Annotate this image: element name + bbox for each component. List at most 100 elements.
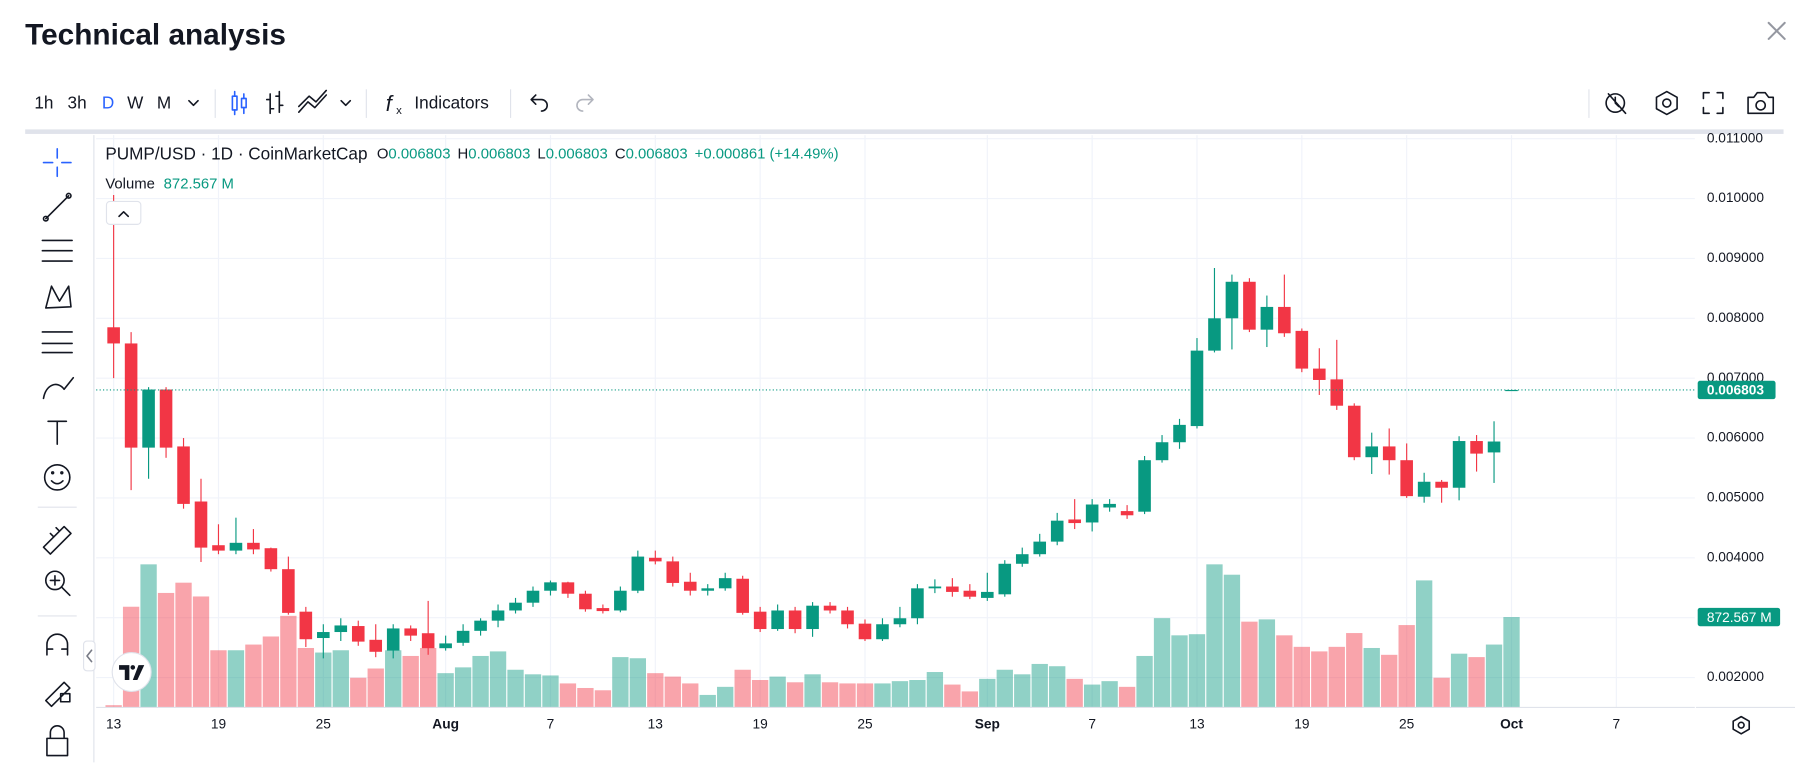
forecast-tool[interactable]: [41, 331, 73, 354]
candle-body: [299, 611, 313, 640]
x-tick-label: Oct: [1500, 716, 1523, 731]
pattern-tool[interactable]: [44, 285, 72, 309]
ohlc-value: 0.006803: [468, 146, 530, 162]
candle-body: [421, 633, 435, 649]
volume-legend: Volume 872.567 M: [105, 176, 234, 192]
toolbar-collapse[interactable]: [82, 640, 96, 672]
volume-badge: [1697, 607, 1781, 627]
alert-button[interactable]: [1605, 93, 1627, 115]
candle-body: [509, 602, 522, 611]
candle-body: [946, 586, 959, 592]
volume-bar: [944, 684, 961, 708]
volume-bar: [1066, 678, 1083, 708]
fullscreen-button[interactable]: [1702, 91, 1724, 115]
volume-bar: [839, 683, 856, 708]
volume-bar: [612, 657, 629, 708]
volume-bar: [1258, 619, 1276, 708]
tradingview-logo[interactable]: [111, 651, 152, 693]
zoom-tool[interactable]: [44, 570, 71, 597]
lock-drawing-tool[interactable]: [44, 681, 71, 708]
candle-body: [212, 545, 225, 551]
crosshair-tool[interactable]: [42, 148, 72, 178]
interval-button[interactable]: M: [157, 93, 171, 113]
candle-body: [1190, 350, 1204, 427]
screenshot-button[interactable]: [1747, 91, 1775, 115]
candle-body: [1225, 281, 1239, 319]
interval-button[interactable]: D: [102, 93, 114, 113]
candle-body: [893, 618, 907, 625]
volume-bar: [385, 650, 402, 708]
indicators-button[interactable]: f x Indicators: [386, 91, 489, 117]
area-type-button[interactable]: [297, 89, 328, 113]
interval-button[interactable]: W: [127, 93, 144, 113]
trend-line-tool[interactable]: [42, 192, 72, 222]
volume-bar: [996, 669, 1013, 708]
axis-settings[interactable]: [1732, 715, 1751, 735]
volume-bar: [157, 592, 175, 708]
close-button[interactable]: [1767, 21, 1786, 40]
x-tick-label: 25: [316, 716, 332, 731]
legend-collapse[interactable]: [105, 200, 142, 225]
candle-body: [718, 578, 732, 589]
interval-button[interactable]: 3h: [68, 93, 87, 113]
fib-tool[interactable]: [41, 239, 73, 262]
volume-bar: [961, 691, 978, 708]
text-tool[interactable]: [47, 420, 68, 445]
candle-body: [911, 588, 924, 619]
magnet-tool[interactable]: [46, 633, 69, 656]
volume-bar: [419, 647, 437, 708]
volume-bar: [472, 655, 489, 708]
candle-body: [998, 563, 1012, 595]
interval-button[interactable]: 1h: [34, 93, 53, 113]
volume-bar: [192, 596, 210, 708]
volume-bar: [1503, 617, 1520, 708]
candle-body: [1085, 504, 1099, 523]
volume-bar: [1485, 644, 1503, 708]
candle-body: [649, 557, 662, 562]
y-tick-label: 0.006000: [1707, 430, 1765, 445]
x-tick-label: 19: [753, 716, 768, 731]
x-tick-label: Sep: [975, 716, 1000, 731]
candle-body: [858, 623, 872, 640]
undo-button[interactable]: [530, 94, 548, 112]
candles: [107, 194, 1518, 659]
candle-body: [1313, 368, 1326, 380]
fx-icon: f: [386, 91, 394, 116]
volume-bar: [1031, 663, 1048, 708]
volume-bar: [821, 682, 839, 708]
legend: PUMP/USD · 1D · CoinMarketCap O0.006803 …: [105, 143, 838, 163]
settings-button[interactable]: [1655, 90, 1678, 116]
measure-tool[interactable]: [42, 525, 72, 555]
volume-bar: [1276, 635, 1293, 708]
x-tick-label: 25: [1399, 716, 1415, 731]
volume-bar: [786, 682, 804, 708]
x-tick-label: 13: [648, 716, 664, 731]
redo-button[interactable]: [576, 94, 594, 112]
candle-body: [107, 327, 120, 344]
volume-bar: [1398, 625, 1415, 708]
candle-body: [177, 446, 190, 504]
axes: 0.0110000.0100000.0090000.0080000.007000…: [96, 130, 1795, 763]
candle-body: [614, 590, 627, 611]
interval-menu[interactable]: [188, 99, 199, 107]
symbol: PUMP/USD · 1D · CoinMarketCap: [105, 143, 367, 163]
volume-bar: [280, 615, 297, 708]
chart-type-menu[interactable]: [340, 99, 352, 107]
x-tick-label: 13: [1189, 716, 1205, 731]
icon-tool[interactable]: [43, 463, 71, 491]
candles-type-button[interactable]: [231, 90, 247, 116]
bars-type-button[interactable]: [265, 90, 284, 115]
candle-body: [1470, 441, 1483, 454]
y-tick-label: 0.010000: [1707, 190, 1765, 205]
ohlc-value: 0.006803: [388, 146, 450, 162]
candle-body: [247, 542, 260, 550]
volume-bar: [1433, 677, 1450, 708]
candle-body: [544, 582, 557, 591]
x-tick-label: 19: [211, 716, 226, 731]
x-tick-label: 13: [106, 716, 122, 731]
ohlc-key: H: [458, 146, 469, 162]
lock-tool[interactable]: [46, 724, 69, 757]
brush-tool[interactable]: [42, 376, 75, 400]
candle-body: [579, 593, 592, 610]
